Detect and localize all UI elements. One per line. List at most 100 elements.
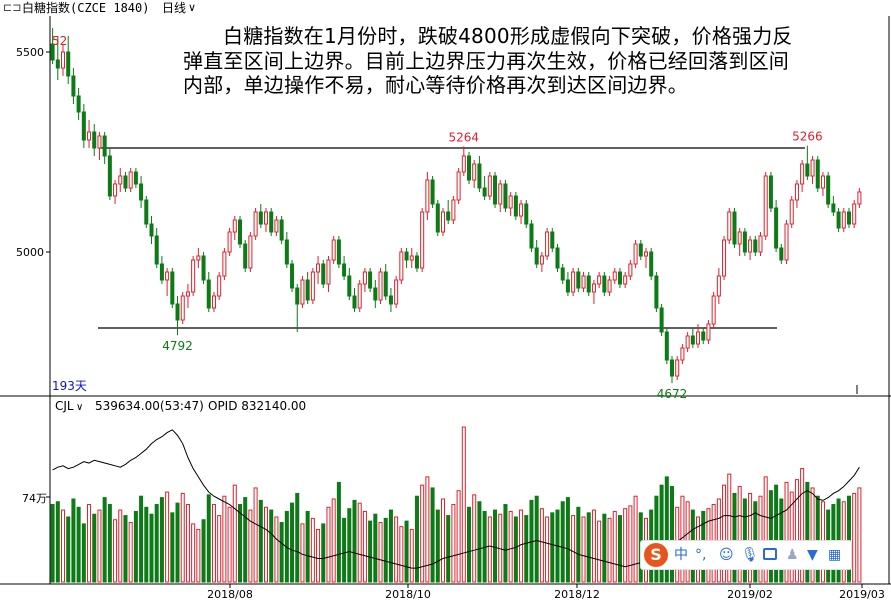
volume-bar[interactable] [97, 509, 102, 583]
volume-bar[interactable] [175, 502, 180, 583]
volume-bar[interactable] [768, 490, 773, 583]
candle[interactable] [753, 236, 758, 256]
candle[interactable] [597, 272, 602, 288]
candle[interactable] [487, 172, 492, 200]
volume-bar[interactable] [623, 508, 628, 583]
ime-toolbar[interactable]: S 中 °, ☺ 🎙 ♟ ▼ ▦ [640, 540, 852, 570]
volume-bar[interactable] [493, 509, 498, 583]
candle[interactable] [107, 148, 112, 200]
candle[interactable] [404, 248, 409, 268]
candle[interactable] [571, 268, 576, 296]
candle[interactable] [748, 236, 753, 260]
candle[interactable] [435, 200, 440, 236]
candle[interactable] [154, 228, 159, 268]
volume-bar[interactable] [440, 498, 445, 583]
candle[interactable] [456, 168, 461, 204]
volume-bar[interactable] [107, 504, 112, 583]
volume-bar[interactable] [305, 510, 310, 583]
volume-bar[interactable] [654, 495, 659, 583]
candle[interactable] [290, 260, 295, 292]
volume-bar[interactable] [477, 501, 482, 583]
volume-bar[interactable] [571, 515, 576, 583]
candle[interactable] [846, 208, 851, 228]
candle[interactable] [227, 228, 232, 256]
volume-bar[interactable] [513, 516, 518, 583]
volume-bar[interactable] [326, 506, 331, 583]
candle[interactable] [310, 268, 315, 304]
candle[interactable] [493, 172, 498, 208]
candle[interactable] [503, 180, 508, 212]
candle[interactable] [794, 180, 799, 208]
volume-bar[interactable] [191, 523, 196, 583]
volume-bar[interactable] [232, 484, 237, 583]
candle[interactable] [336, 236, 341, 268]
candle[interactable] [670, 356, 675, 384]
candle[interactable] [779, 244, 784, 264]
candle[interactable] [852, 200, 857, 228]
volume-bar[interactable] [373, 513, 378, 583]
candle[interactable] [113, 180, 118, 204]
volume-bar[interactable] [133, 510, 138, 583]
volume-bar[interactable] [61, 509, 66, 583]
candle[interactable] [565, 272, 570, 296]
candle[interactable] [66, 36, 71, 84]
volume-bar[interactable] [852, 492, 857, 583]
volume-bar[interactable] [66, 516, 71, 583]
volume-bar[interactable] [165, 491, 170, 583]
candle[interactable] [170, 268, 175, 308]
volume-bar[interactable] [383, 517, 388, 583]
volume-bar[interactable] [617, 515, 622, 583]
chevron-down-icon[interactable]: ∨ [188, 2, 197, 14]
candle[interactable] [446, 200, 451, 224]
volume-bar[interactable] [71, 498, 76, 583]
candle[interactable] [440, 208, 445, 236]
candle[interactable] [222, 248, 227, 280]
candle[interactable] [175, 296, 180, 336]
volume-bar[interactable] [227, 506, 232, 583]
volume-bar[interactable] [258, 499, 263, 583]
volume-bar[interactable] [243, 497, 248, 583]
volume-series[interactable] [50, 426, 862, 583]
candle[interactable] [664, 328, 669, 364]
volume-bar[interactable] [519, 509, 524, 583]
candle[interactable] [50, 28, 55, 64]
candle[interactable] [399, 248, 404, 284]
volume-bar[interactable] [758, 495, 763, 583]
candle[interactable] [217, 272, 222, 300]
candle[interactable] [722, 236, 727, 280]
candle[interactable] [123, 172, 128, 192]
candle[interactable] [102, 132, 107, 164]
candle[interactable] [357, 280, 362, 312]
candle[interactable] [857, 188, 862, 208]
volume-bar[interactable] [342, 517, 347, 583]
candle[interactable] [602, 272, 607, 296]
candle[interactable] [815, 156, 820, 192]
candle[interactable] [836, 208, 841, 232]
candle[interactable] [763, 172, 768, 240]
candle[interactable] [539, 252, 544, 272]
volume-bar[interactable] [113, 519, 118, 583]
candle[interactable] [394, 276, 399, 308]
period-selector[interactable]: 日线 [162, 1, 187, 15]
volume-bar[interactable] [352, 499, 357, 583]
volume-bar[interactable] [92, 513, 97, 583]
volume-bar[interactable] [76, 506, 81, 583]
volume-bar[interactable] [399, 526, 404, 583]
candle[interactable] [826, 172, 831, 208]
volume-bar[interactable] [347, 508, 352, 583]
volume-bar[interactable] [149, 513, 154, 583]
shirt-icon[interactable]: ▼ [807, 547, 818, 563]
volume-bar[interactable] [222, 495, 227, 583]
volume-bar[interactable] [737, 486, 742, 583]
candle[interactable] [617, 268, 622, 288]
volume-bar[interactable] [591, 509, 596, 583]
volume-bar[interactable] [664, 476, 669, 583]
volume-bar[interactable] [597, 520, 602, 583]
candle[interactable] [201, 252, 206, 284]
candle[interactable] [305, 272, 310, 304]
volume-bar[interactable] [357, 502, 362, 583]
volume-bar[interactable] [602, 513, 607, 583]
chart-window-icon[interactable]: ⊏⊐ [3, 1, 22, 14]
candle[interactable] [316, 256, 321, 284]
candle[interactable] [128, 168, 133, 192]
